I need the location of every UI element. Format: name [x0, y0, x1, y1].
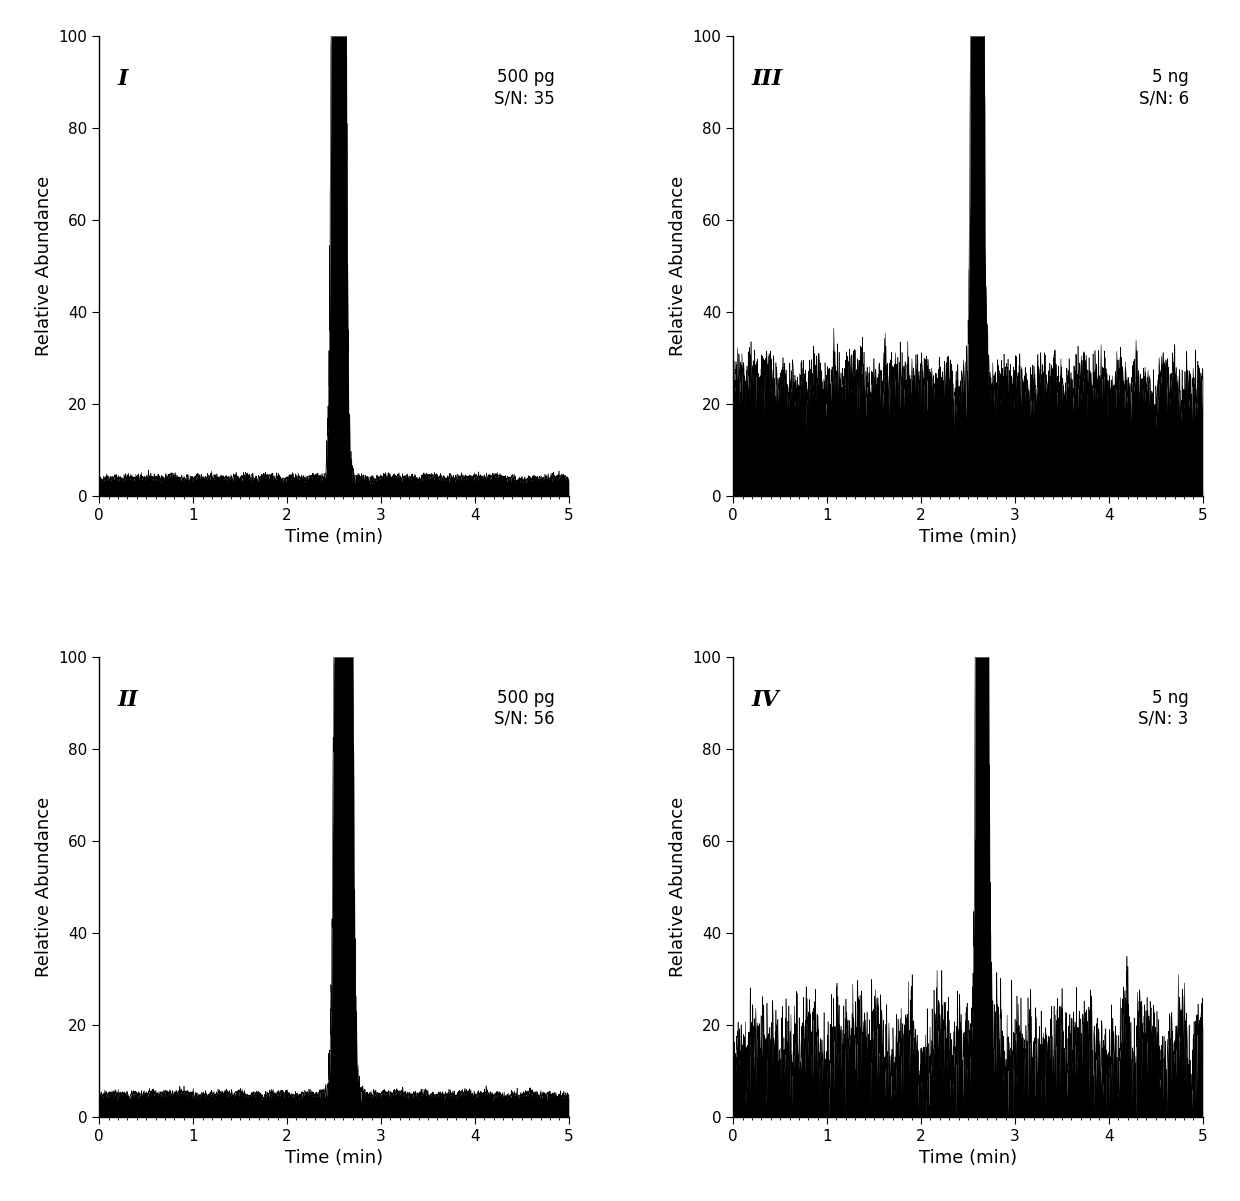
Y-axis label: Relative Abundance: Relative Abundance	[35, 175, 53, 357]
Text: 500 pg
S/N: 56: 500 pg S/N: 56	[494, 689, 554, 728]
Text: IV: IV	[751, 689, 780, 711]
Text: II: II	[118, 689, 139, 711]
Y-axis label: Relative Abundance: Relative Abundance	[668, 175, 687, 357]
X-axis label: Time (min): Time (min)	[919, 1149, 1017, 1167]
Text: 500 pg
S/N: 35: 500 pg S/N: 35	[494, 68, 554, 107]
Y-axis label: Relative Abundance: Relative Abundance	[668, 796, 687, 978]
Text: 5 ng
S/N: 6: 5 ng S/N: 6	[1138, 68, 1189, 107]
X-axis label: Time (min): Time (min)	[919, 528, 1017, 546]
Text: III: III	[751, 68, 784, 90]
Text: I: I	[118, 68, 129, 90]
X-axis label: Time (min): Time (min)	[285, 1149, 383, 1167]
Y-axis label: Relative Abundance: Relative Abundance	[35, 796, 53, 978]
Text: 5 ng
S/N: 3: 5 ng S/N: 3	[1138, 689, 1189, 728]
X-axis label: Time (min): Time (min)	[285, 528, 383, 546]
